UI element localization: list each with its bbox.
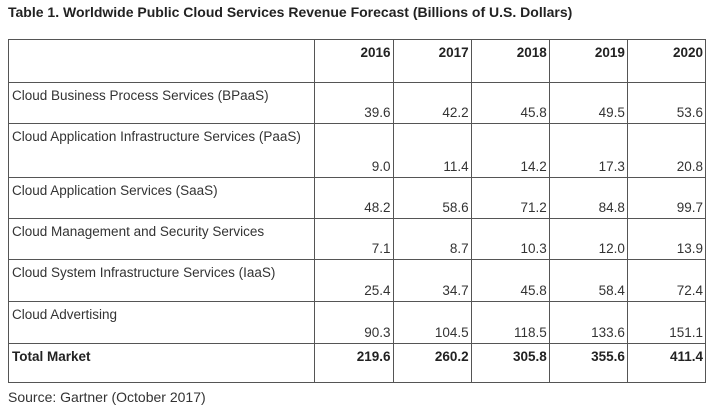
total-value-cell: 411.4 (626, 343, 707, 383)
row-label: Cloud System Infrastructure Services (Ia… (7, 259, 316, 302)
value-cell: 151.1 (626, 301, 707, 344)
header-cell-year: 2018 (470, 39, 550, 83)
table-row: Cloud System Infrastructure Services (Ia… (7, 259, 707, 302)
value-cell: 99.7 (626, 177, 707, 219)
value-cell: 58.4 (548, 259, 628, 302)
value-cell: 90.3 (314, 301, 394, 344)
row-label: Cloud Application Infrastructure Service… (7, 123, 316, 178)
value-cell: 45.8 (470, 259, 550, 302)
value-cell: 53.6 (626, 82, 707, 124)
header-row: 2016 2017 2018 2019 2020 (7, 39, 707, 83)
value-cell: 45.8 (470, 82, 550, 124)
value-cell: 104.5 (392, 301, 472, 344)
total-row: Total Market 219.6 260.2 305.8 355.6 411… (7, 343, 707, 383)
value-cell: 11.4 (392, 123, 472, 178)
value-cell: 118.5 (470, 301, 550, 344)
value-cell: 9.0 (314, 123, 394, 178)
value-cell: 14.2 (470, 123, 550, 178)
source-note: Source: Gartner (October 2017) (8, 389, 206, 405)
header-cell-year: 2019 (548, 39, 628, 83)
table-row: Cloud Advertising 90.3 104.5 118.5 133.6… (7, 301, 707, 344)
value-cell: 49.5 (548, 82, 628, 124)
header-cell-year: 2020 (626, 39, 707, 83)
value-cell: 7.1 (314, 218, 394, 260)
revenue-forecast-table: 2016 2017 2018 2019 2020 Cloud Business … (7, 39, 707, 383)
row-label: Cloud Business Process Services (BPaaS) (7, 82, 316, 124)
value-cell: 71.2 (470, 177, 550, 219)
value-cell: 20.8 (626, 123, 707, 178)
value-cell: 58.6 (392, 177, 472, 219)
value-cell: 42.2 (392, 82, 472, 124)
total-value-cell: 219.6 (314, 343, 394, 383)
table-row: Cloud Application Infrastructure Service… (7, 123, 707, 178)
header-cell-year: 2016 (314, 39, 394, 83)
value-cell: 10.3 (470, 218, 550, 260)
row-label: Cloud Advertising (7, 301, 316, 344)
header-cell-year: 2017 (392, 39, 472, 83)
header-cell-blank (7, 39, 316, 83)
row-label: Cloud Application Services (SaaS) (7, 177, 316, 219)
table-title: Table 1. Worldwide Public Cloud Services… (8, 4, 573, 20)
table-row: Cloud Management and Security Services 7… (7, 218, 707, 260)
total-value-cell: 355.6 (548, 343, 628, 383)
row-label: Cloud Management and Security Services (7, 218, 316, 260)
value-cell: 8.7 (392, 218, 472, 260)
value-cell: 84.8 (548, 177, 628, 219)
table-row: Cloud Business Process Services (BPaaS) … (7, 82, 707, 124)
value-cell: 17.3 (548, 123, 628, 178)
table-row: Cloud Application Services (SaaS) 48.2 5… (7, 177, 707, 219)
value-cell: 13.9 (626, 218, 707, 260)
value-cell: 25.4 (314, 259, 394, 302)
value-cell: 12.0 (548, 218, 628, 260)
value-cell: 72.4 (626, 259, 707, 302)
value-cell: 133.6 (548, 301, 628, 344)
total-label: Total Market (7, 343, 316, 383)
total-value-cell: 305.8 (470, 343, 550, 383)
value-cell: 34.7 (392, 259, 472, 302)
total-value-cell: 260.2 (392, 343, 472, 383)
value-cell: 48.2 (314, 177, 394, 219)
value-cell: 39.6 (314, 82, 394, 124)
